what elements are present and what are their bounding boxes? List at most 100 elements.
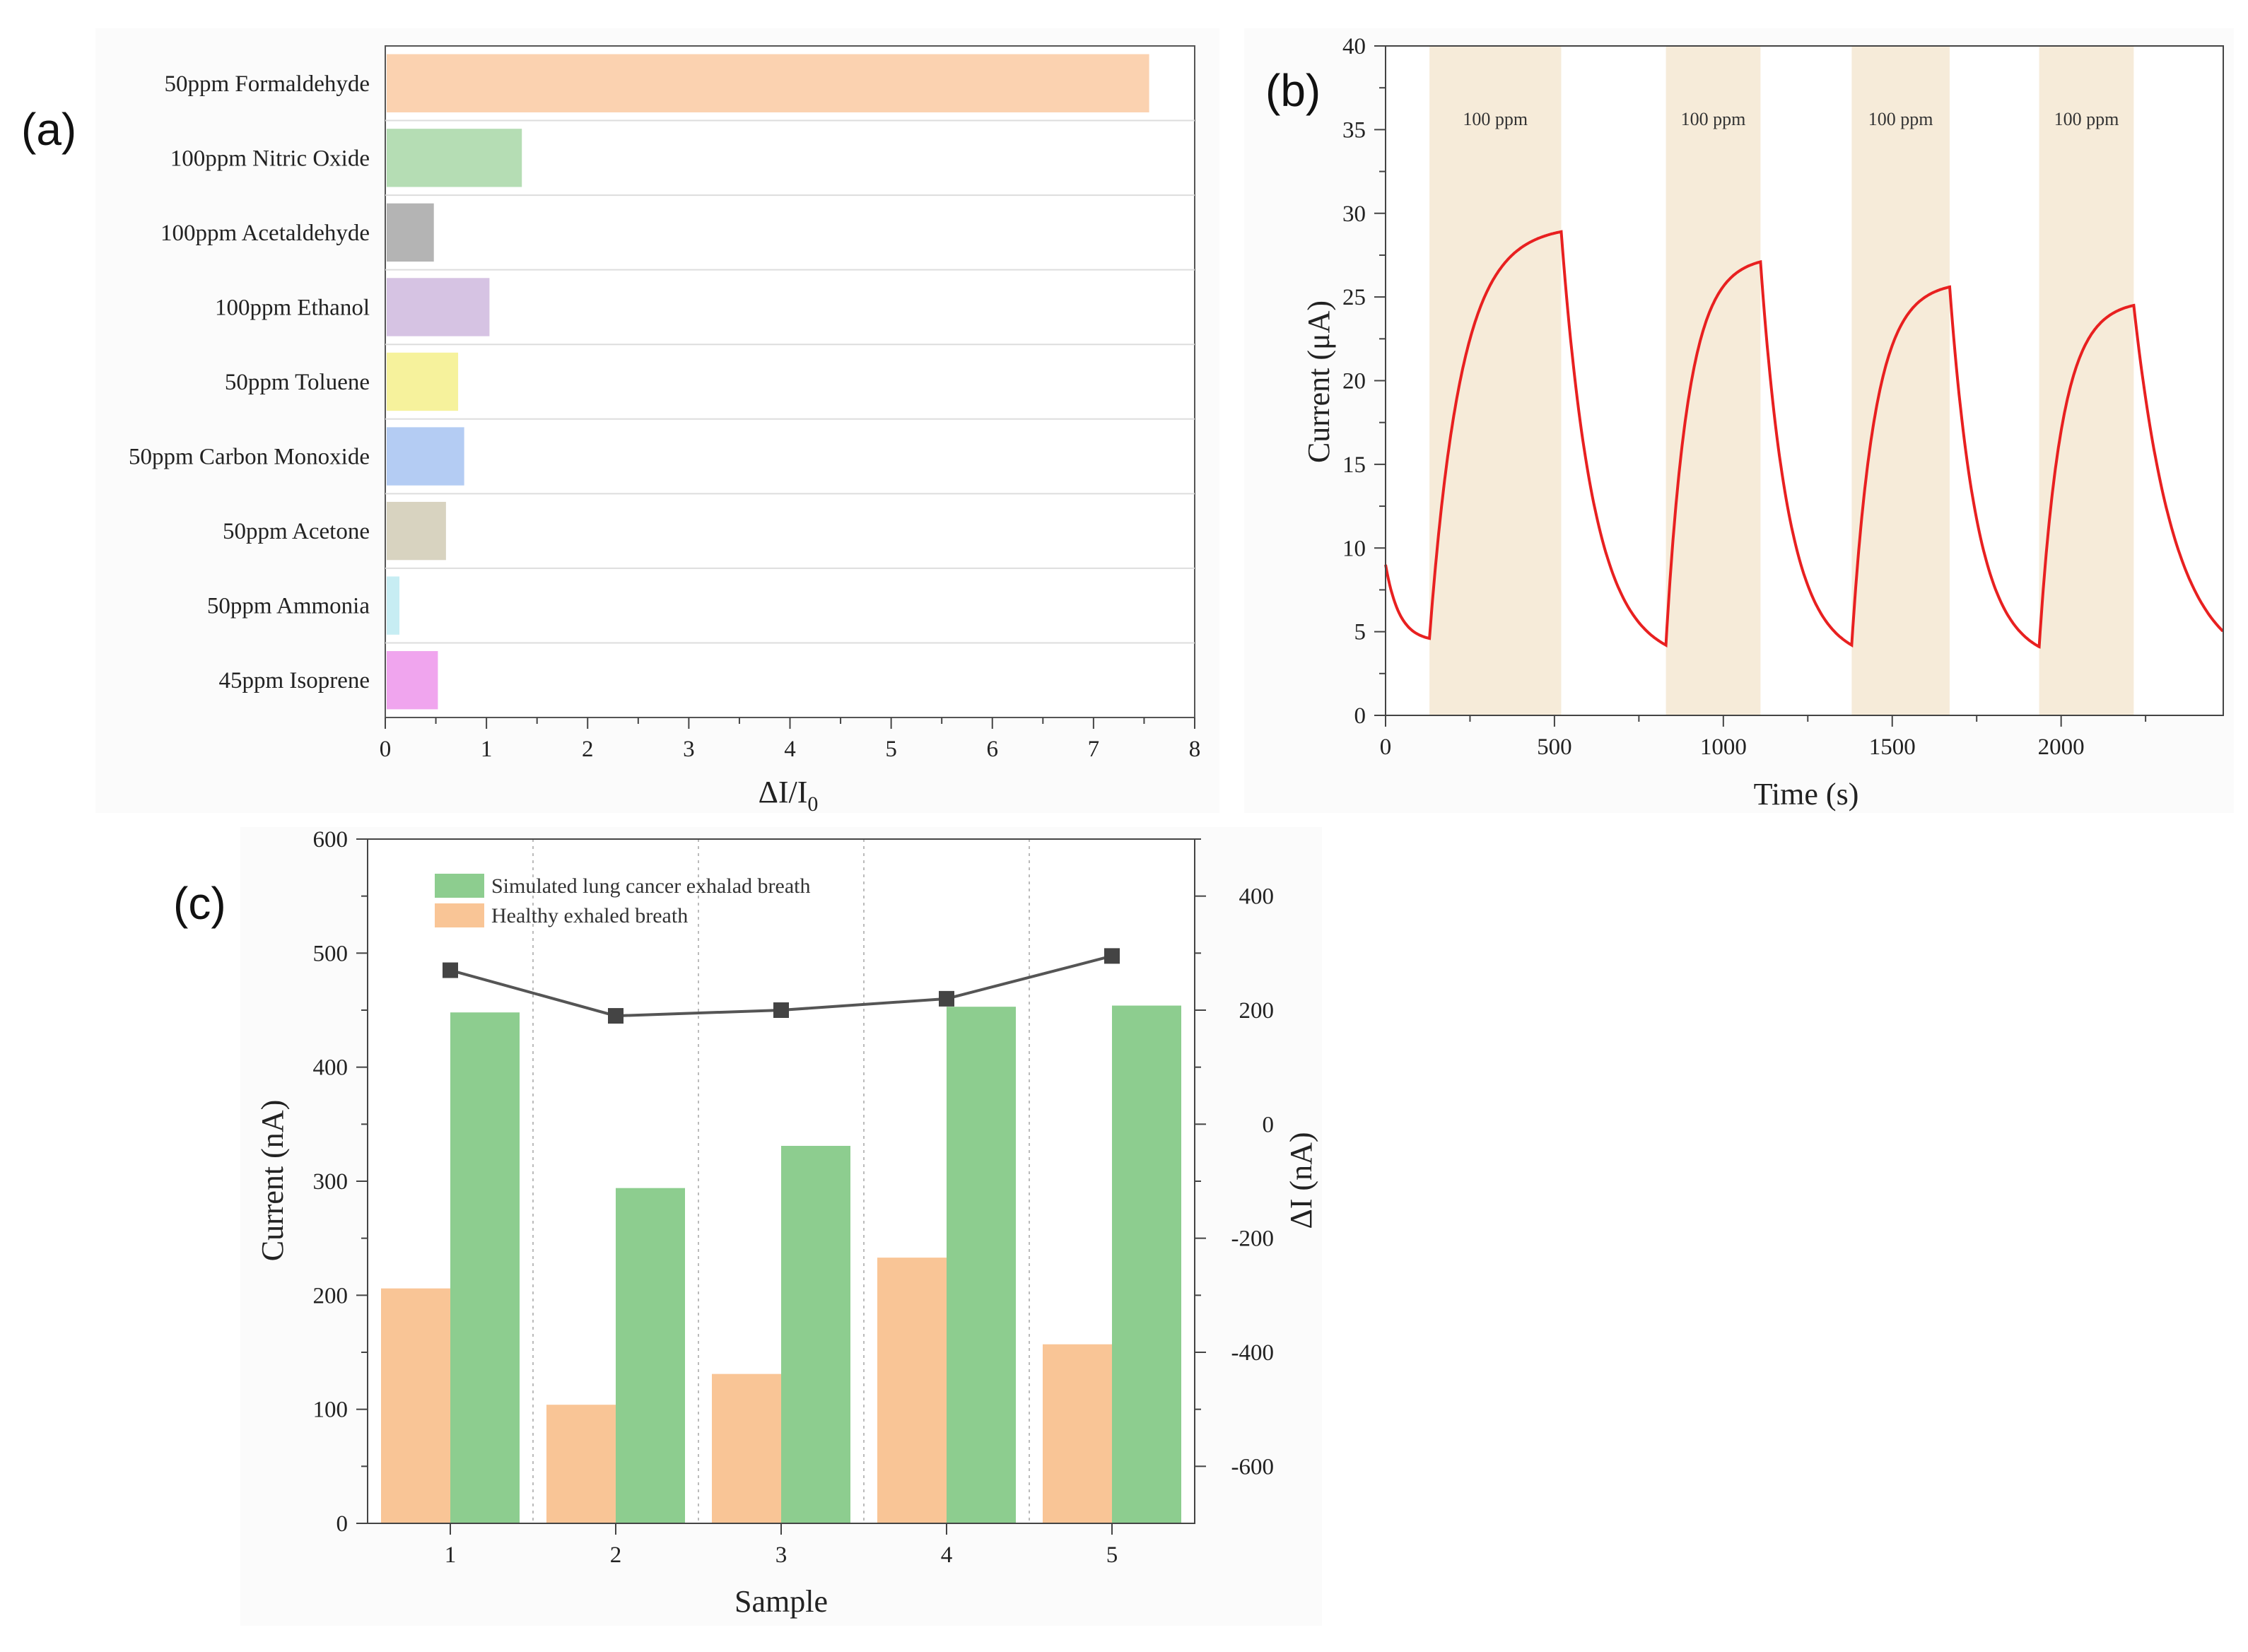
chart-c-ytick-label: 300 <box>313 1169 349 1195</box>
chart-b-band-label: 100 ppm <box>1463 109 1528 129</box>
chart-c-ytick-right-label: 400 <box>1239 884 1275 910</box>
chart-b-band-label: 100 ppm <box>2054 109 2119 129</box>
chart-a-bar <box>387 576 400 635</box>
chart-c-delta-marker <box>443 962 458 978</box>
chart-b-xtick-label: 500 <box>1537 734 1572 760</box>
chart-c-ytick-label: 100 <box>313 1398 349 1423</box>
chart-b-ytick-label: 20 <box>1342 369 1366 394</box>
chart-a-xtick-label: 2 <box>582 737 594 762</box>
chart-a-bar <box>387 651 438 710</box>
chart-b-ytick-label: 35 <box>1342 117 1366 143</box>
chart-b-gas-band <box>1665 46 1761 715</box>
chart-b-ylabel: Current (μA) <box>1301 300 1336 463</box>
chart-c-ytick-label: 200 <box>313 1283 349 1308</box>
chart-c-xlabel: Sample <box>734 1584 828 1619</box>
chart-a-xtick-label: 0 <box>380 737 392 762</box>
chart-b-xtick-label: 2000 <box>2038 734 2085 760</box>
chart-b-current-line <box>1384 230 2224 649</box>
chart-c-bar-lung-cancer <box>781 1145 850 1523</box>
chart-a-xtick-label: 1 <box>481 737 493 762</box>
chart-c-legend-label-healthy: Healthy exhaled breath <box>491 904 688 927</box>
chart-c-ytick-right-label: -600 <box>1231 1454 1275 1480</box>
chart-a-category-label: 100ppm Acetaldehyde <box>160 221 370 246</box>
chart-b-ytick-label: 30 <box>1342 201 1366 227</box>
chart-c-bar-healthy <box>546 1405 616 1523</box>
chart-a-bar <box>387 278 490 336</box>
chart-a-xtick-label: 6 <box>987 737 999 762</box>
chart-c-delta-marker <box>939 990 954 1007</box>
chart-a-category-label: 50ppm Toluene <box>225 370 370 395</box>
chart-c-bar-lung-cancer <box>947 1007 1016 1523</box>
chart-a-bar <box>387 203 434 262</box>
chart-c-delta-marker <box>1104 948 1120 964</box>
chart-a-category-label: 100ppm Ethanol <box>215 295 370 320</box>
chart-b-xtick-label: 0 <box>1380 734 1392 760</box>
chart-a-category-label: 100ppm Nitric Oxide <box>170 146 370 171</box>
chart-b-ytick-label: 40 <box>1342 34 1366 59</box>
chart-c-bar-healthy <box>712 1373 781 1523</box>
chart-b-ytick-label: 5 <box>1354 620 1366 645</box>
panel-b-label: (b) <box>1265 65 1321 116</box>
chart-c-bar-lung-cancer <box>616 1188 685 1523</box>
chart-a-xlabel: ΔI/I0 <box>759 775 819 816</box>
chart-c-bar-lung-cancer <box>450 1012 520 1523</box>
chart-c-bar-healthy <box>381 1288 450 1523</box>
chart-c-ylabel-right: ΔI (nA) <box>1284 1132 1318 1229</box>
chart-a-category-label: 50ppm Ammonia <box>207 594 370 619</box>
chart-c-xtick-label: 4 <box>941 1542 953 1568</box>
chart-a-bar <box>387 54 1149 112</box>
chart-c-delta-marker <box>608 1008 624 1024</box>
chart-c-bar-healthy <box>877 1258 947 1523</box>
chart-a-bar <box>387 501 446 561</box>
chart-a-category-label: 50ppm Carbon Monoxide <box>129 445 370 470</box>
chart-a-xtick-label: 3 <box>683 737 695 762</box>
chart-c-ytick-label: 0 <box>336 1511 349 1537</box>
chart-a-bar <box>387 352 459 411</box>
chart-a-xtick-label: 7 <box>1088 737 1100 762</box>
chart-c-xtick-label: 3 <box>775 1542 788 1568</box>
chart-b-group: 100 ppm 100 ppm 100 ppm 100 ppm 0 5 10 15 20 25 30… <box>1301 34 2224 812</box>
panel-c-label: (c) <box>173 878 226 929</box>
chart-b-ytick-label: 10 <box>1342 536 1366 561</box>
chart-c-ytick-label: 600 <box>313 827 349 853</box>
chart-b-xtick-label: 1500 <box>1869 734 1916 760</box>
chart-b-band-label: 100 ppm <box>1681 109 1746 129</box>
chart-b-gas-band <box>2039 46 2134 715</box>
chart-c-legend-swatch-healthy <box>435 903 484 927</box>
chart-a-category-label: 50ppm Formaldehyde <box>164 71 370 97</box>
chart-c-xtick-label: 1 <box>445 1542 457 1568</box>
chart-a-xlabel-main: ΔI/I <box>759 775 808 809</box>
chart-c-xtick-label: 2 <box>610 1542 622 1568</box>
chart-b-ytick-label: 25 <box>1342 285 1366 310</box>
chart-c-legend-label-lung-cancer: Simulated lung cancer exhalad breath <box>491 874 810 898</box>
chart-a-category-label: 45ppm Isoprene <box>218 668 370 693</box>
chart-c-xtick-label: 5 <box>1106 1542 1118 1568</box>
chart-c-ytick-right-label: 0 <box>1263 1112 1275 1137</box>
chart-a-xtick-label: 5 <box>885 737 897 762</box>
chart-a-xlabel-subscript: 0 <box>807 792 818 816</box>
panel-a-label: (a) <box>21 104 76 155</box>
chart-c-ylabel: Current (nA) <box>255 1100 290 1262</box>
chart-c-legend-swatch-lung-cancer <box>435 874 484 898</box>
chart-a-bar <box>387 427 464 486</box>
chart-c-ytick-label: 400 <box>313 1055 349 1081</box>
chart-c-bar-healthy <box>1043 1344 1112 1523</box>
chart-c-ytick-right-label: -200 <box>1231 1226 1275 1252</box>
chart-b-band-label: 100 ppm <box>1868 109 1933 129</box>
chart-a-xtick-label: 4 <box>784 737 796 762</box>
chart-c-bar-lung-cancer <box>1112 1005 1181 1523</box>
chart-c-ytick-right-label: 200 <box>1239 998 1275 1024</box>
chart-b-ytick-label: 0 <box>1354 703 1366 729</box>
chart-a-bar <box>387 129 522 187</box>
chart-a-category-label: 50ppm Acetone <box>223 519 370 544</box>
chart-b-xlabel: Time (s) <box>1754 777 1859 812</box>
chart-b-gas-band <box>1429 46 1562 715</box>
chart-b-gas-band <box>1851 46 1950 715</box>
chart-c-ytick-right-label: -400 <box>1231 1340 1275 1366</box>
chart-c-delta-marker <box>773 1002 789 1018</box>
chart-a-xtick-label: 8 <box>1189 737 1201 762</box>
chart-b-ytick-label: 15 <box>1342 452 1366 478</box>
chart-c-ytick-label: 500 <box>313 941 349 966</box>
